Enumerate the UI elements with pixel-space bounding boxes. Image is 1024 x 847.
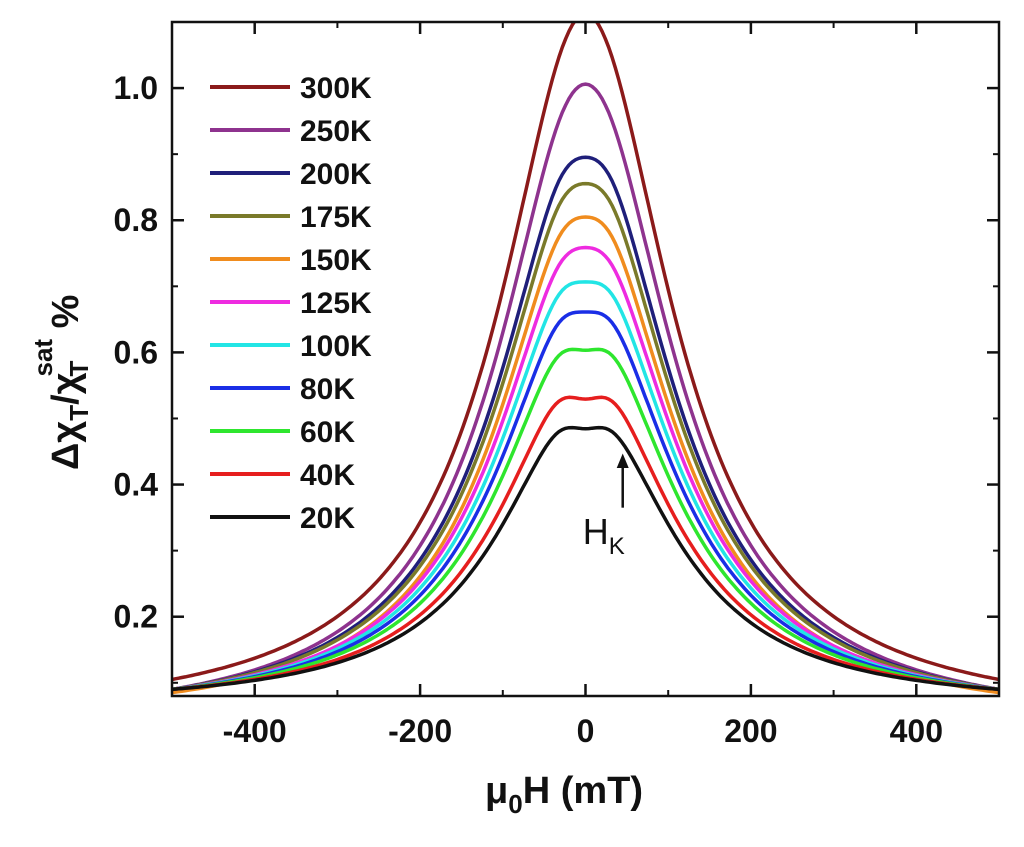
hk-annotation: HK bbox=[583, 511, 625, 560]
plot-frame bbox=[170, 20, 1001, 698]
legend-label-80K: 80K bbox=[300, 373, 355, 406]
annotation-layer: HK bbox=[583, 453, 629, 560]
series-line-80K bbox=[172, 310, 999, 692]
series-line-175K bbox=[172, 181, 999, 692]
legend-label-20K: 20K bbox=[300, 502, 355, 535]
hk-arrow-head bbox=[616, 453, 629, 469]
y-tick-label: 0.2 bbox=[114, 599, 158, 635]
series-line-250K bbox=[172, 82, 999, 692]
x-tick-label: 0 bbox=[577, 713, 595, 749]
y-tick-label: 0.4 bbox=[114, 467, 159, 503]
series-line-20K bbox=[172, 425, 999, 692]
legend-label-175K: 175K bbox=[300, 201, 372, 234]
legend-label-200K: 200K bbox=[300, 158, 372, 191]
x-axis-label: μ0H (mT) bbox=[485, 770, 643, 819]
series-line-300K bbox=[172, 22, 999, 682]
series-line-60K bbox=[172, 347, 999, 692]
legend-label-150K: 150K bbox=[300, 244, 372, 277]
tick-layer: -400 -200 0 200 400 0.2 0.4 0.6 0.8 1.0 bbox=[114, 22, 1000, 749]
x-tick-label: 400 bbox=[890, 713, 943, 749]
legend-label-125K: 125K bbox=[300, 287, 372, 320]
legend-label-100K: 100K bbox=[300, 330, 372, 363]
series-line-150K bbox=[172, 215, 999, 695]
x-tick-label: -200 bbox=[388, 713, 452, 749]
legend-label-250K: 250K bbox=[300, 115, 372, 148]
y-axis-label: ΔχT/χTsat % bbox=[28, 295, 94, 470]
series-line-100K bbox=[172, 280, 999, 692]
x-tick-label: -400 bbox=[223, 713, 287, 749]
series-line-125K bbox=[172, 245, 999, 692]
legend-label-60K: 60K bbox=[300, 416, 355, 449]
y-tick-label: 1.0 bbox=[114, 70, 158, 106]
y-tick-label: 0.8 bbox=[114, 202, 158, 238]
legend-label-300K: 300K bbox=[300, 72, 372, 105]
x-tick-label: 200 bbox=[724, 713, 777, 749]
series-line-200K bbox=[172, 155, 999, 692]
plot-layer bbox=[172, 22, 999, 695]
series-line-40K bbox=[172, 395, 999, 692]
legend-label-40K: 40K bbox=[300, 459, 355, 492]
legend: 300K 250K 200K 175K 150K 125K 100K 80K 60K 40K 20K bbox=[210, 72, 372, 535]
y-tick-label: 0.6 bbox=[114, 334, 158, 370]
